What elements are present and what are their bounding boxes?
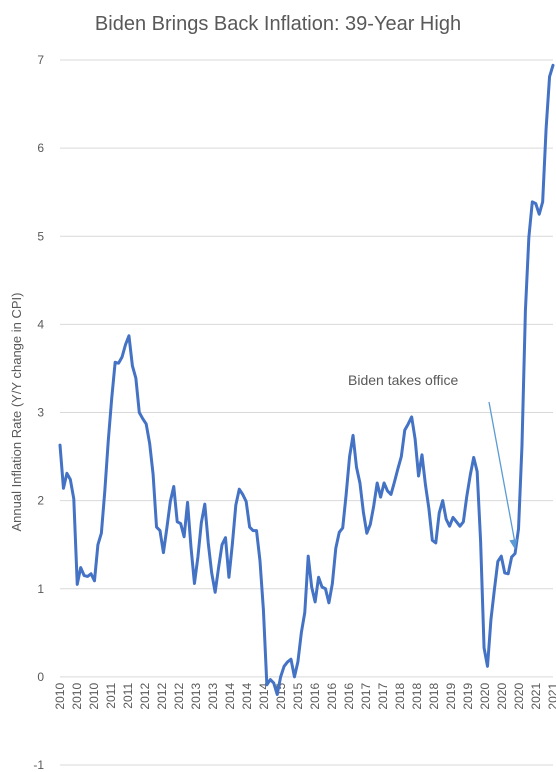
x-tick-label: 2012 [138, 683, 152, 710]
annotation-arrow-head [509, 538, 518, 550]
x-tick-label: 2020 [478, 683, 492, 710]
y-tick-label: 2 [37, 494, 44, 508]
x-tick-label: 2012 [172, 683, 186, 710]
x-tick-label: 2015 [291, 683, 305, 710]
x-tick-label: 2018 [427, 683, 441, 710]
inflation-series-line [58, 63, 555, 696]
x-tick-label: 2018 [393, 683, 407, 710]
x-tick-label: 2010 [87, 683, 101, 710]
x-tick-label: 2020 [512, 683, 526, 710]
x-tick-label: 2021 [529, 683, 543, 710]
x-tick-label: 2013 [206, 683, 220, 710]
y-tick-labels: -1 0 1 2 3 4 5 6 7 [33, 53, 44, 772]
y-tick-label: -1 [33, 758, 44, 772]
gridlines [60, 59, 553, 766]
y-tick-label: 6 [37, 141, 44, 155]
x-tick-label: 2016 [325, 683, 339, 710]
x-tick-label: 2018 [410, 683, 424, 710]
x-tick-label: 2020 [495, 683, 509, 710]
x-tick-labels: 2010 2010 2010 2011 2011 2012 2012 2012 2013 2013… [53, 683, 556, 710]
x-tick-label: 2014 [223, 683, 237, 710]
x-tick-label: 2017 [376, 683, 390, 710]
x-tick-label: 2013 [189, 683, 203, 710]
x-tick-label: 2021 [546, 683, 556, 710]
x-tick-label: 2016 [342, 683, 356, 710]
y-tick-label: 1 [37, 582, 44, 596]
y-axis-label: Annual Inflation Rate (Y/Y change in CPI… [9, 293, 24, 532]
annotation-arrow-line [488, 401, 516, 544]
x-tick-label: 2017 [359, 683, 373, 710]
y-tick-label: 5 [37, 229, 44, 243]
y-tick-label: 0 [37, 670, 44, 684]
x-tick-label: 2011 [121, 683, 135, 709]
y-tick-label: 4 [37, 317, 44, 331]
x-tick-label: 2010 [53, 683, 67, 710]
x-tick-label: 2016 [308, 683, 322, 710]
annotation-biden-takes-office: Biden takes office [348, 372, 458, 388]
x-tick-label: 2019 [444, 683, 458, 710]
x-tick-label: 2011 [104, 683, 118, 709]
x-tick-label: 2012 [155, 683, 169, 710]
x-tick-label: 2014 [257, 683, 271, 710]
chart-title: Biden Brings Back Inflation: 39-Year Hig… [95, 13, 461, 35]
x-tick-label: 2014 [240, 683, 254, 710]
y-tick-label: 7 [37, 53, 44, 67]
x-tick-label: 2010 [70, 683, 84, 710]
x-tick-label: 2019 [461, 683, 475, 710]
annotation: Biden takes office [348, 372, 518, 550]
y-tick-label: 3 [37, 406, 44, 420]
